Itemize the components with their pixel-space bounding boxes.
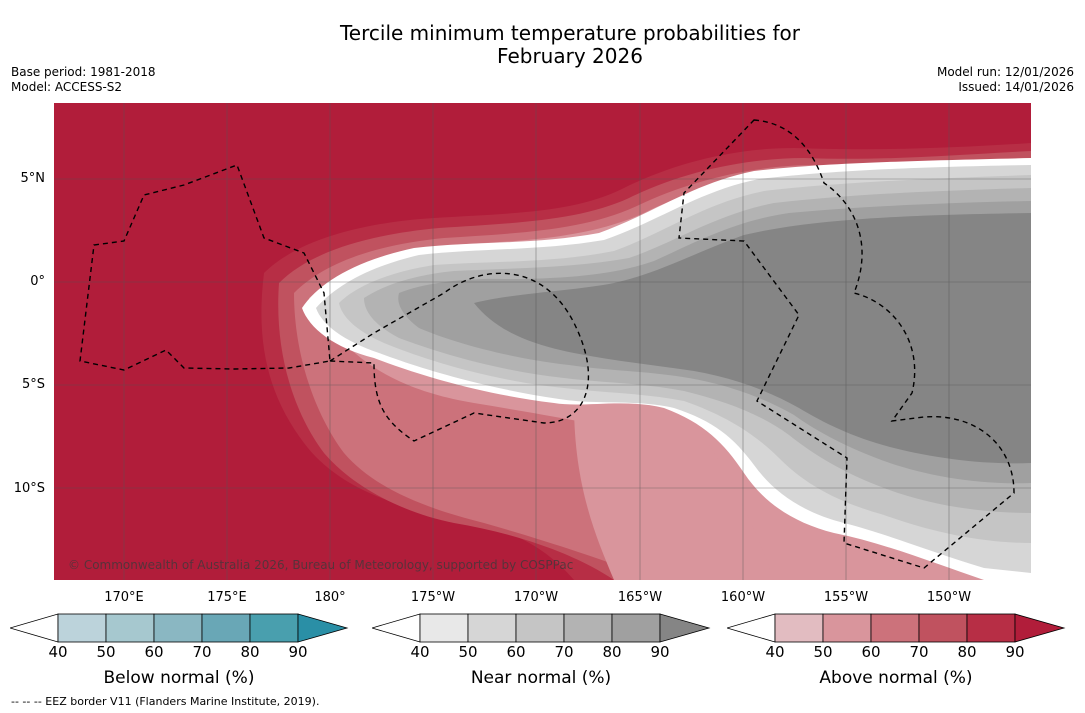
cbar-tick: 80 — [602, 643, 622, 661]
lon-label-165w: 165°W — [617, 590, 663, 605]
cbar-tick: 50 — [96, 643, 116, 661]
cbar-near-40 — [419, 613, 469, 643]
cbar-tick: 50 — [458, 643, 478, 661]
lat-label-10s: 10°S — [13, 481, 45, 496]
lon-label-155w: 155°W — [823, 590, 869, 605]
eez-borders — [79, 119, 1015, 569]
issued-date: Issued: 14/01/2026 — [958, 80, 1074, 94]
graticule — [54, 103, 1031, 580]
above-50-south-lobe — [574, 401, 774, 580]
colorbar-above-normal — [727, 613, 1066, 643]
cbar-above-60 — [870, 613, 920, 643]
model-run: Model run: 12/01/2026 — [936, 65, 1074, 79]
cbar-tick: 70 — [554, 643, 574, 661]
eez-tokelau — [327, 272, 590, 442]
cbar-tick: 80 — [240, 643, 260, 661]
cbar-near-60 — [515, 613, 565, 643]
eez-footnote: -- -- -- EEZ border V11 (Flanders Marine… — [11, 695, 320, 708]
cbar-tick: 40 — [48, 643, 68, 661]
map-canvas — [54, 103, 1031, 580]
lat-label-5n: 5°N — [20, 171, 46, 186]
eez-phoenix — [678, 119, 1015, 569]
base-period: Base period: 1981-2018 — [11, 65, 156, 79]
cbar-near-over — [659, 613, 711, 643]
cbar-above-40 — [774, 613, 824, 643]
cbar-below-over — [297, 613, 349, 643]
cbar-above-70 — [918, 613, 968, 643]
cbar-below-60 — [153, 613, 203, 643]
title-line-2: February 2026 — [497, 44, 643, 68]
meta-right: Model run: 12/01/2026 Issued: 14/01/2026 — [937, 65, 1074, 95]
cbar-near-70 — [563, 613, 613, 643]
cbar-below-under — [10, 613, 59, 643]
cbar-above-under — [727, 613, 776, 643]
lon-label-150w: 150°W — [926, 590, 972, 605]
cbar-below-80 — [249, 613, 299, 643]
cbar-below-40 — [57, 613, 107, 643]
eez-tuvalu — [79, 164, 331, 371]
lon-label-180: 180° — [314, 590, 346, 605]
cbar-near-50 — [467, 613, 517, 643]
lon-label-175e: 175°E — [207, 590, 247, 605]
map-title: Tercile minimum temperature probabilitie… — [0, 22, 1085, 68]
copyright-note: © Commonwealth of Australia 2026, Bureau… — [68, 558, 574, 572]
cbar-tick: 70 — [192, 643, 212, 661]
model-name: Model: ACCESS-S2 — [11, 80, 123, 94]
cbar-tick: 60 — [144, 643, 164, 661]
cbar-tick: 80 — [957, 643, 977, 661]
near-90-zone — [474, 213, 1031, 464]
lon-label-160w: 160°W — [720, 590, 766, 605]
cbar-above-50 — [822, 613, 872, 643]
colorbar-below-normal — [10, 613, 349, 643]
colorbar-below-label: Below normal (%) — [103, 668, 255, 688]
cbar-above-over — [1014, 613, 1066, 643]
colorbar-above-label: Above normal (%) — [819, 668, 973, 688]
cbar-tick: 40 — [410, 643, 430, 661]
cbar-tick: 40 — [765, 643, 785, 661]
cbar-near-under — [372, 613, 421, 643]
cbar-tick: 60 — [861, 643, 881, 661]
lat-label-0: 0° — [30, 274, 45, 289]
lon-label-170e: 170°E — [104, 590, 144, 605]
lat-label-5s: 5°S — [21, 377, 45, 392]
cbar-below-70 — [201, 613, 251, 643]
cbar-below-50 — [105, 613, 155, 643]
lon-label-175w: 175°W — [410, 590, 456, 605]
cbar-tick: 50 — [813, 643, 833, 661]
meta-left: Base period: 1981-2018 Model: ACCESS-S2 — [11, 65, 156, 95]
cbar-near-80 — [611, 613, 661, 643]
cbar-tick: 60 — [506, 643, 526, 661]
probability-map[interactable] — [54, 103, 1031, 580]
cbar-tick: 90 — [288, 643, 308, 661]
lon-label-170w: 170°W — [513, 590, 559, 605]
cbar-tick: 90 — [650, 643, 670, 661]
colorbar-near-normal — [372, 613, 711, 643]
cbar-above-80 — [966, 613, 1016, 643]
cbar-tick: 90 — [1005, 643, 1025, 661]
title-line-1: Tercile minimum temperature probabilitie… — [339, 21, 801, 45]
cbar-tick: 70 — [909, 643, 929, 661]
colorbar-near-label: Near normal (%) — [470, 668, 612, 688]
